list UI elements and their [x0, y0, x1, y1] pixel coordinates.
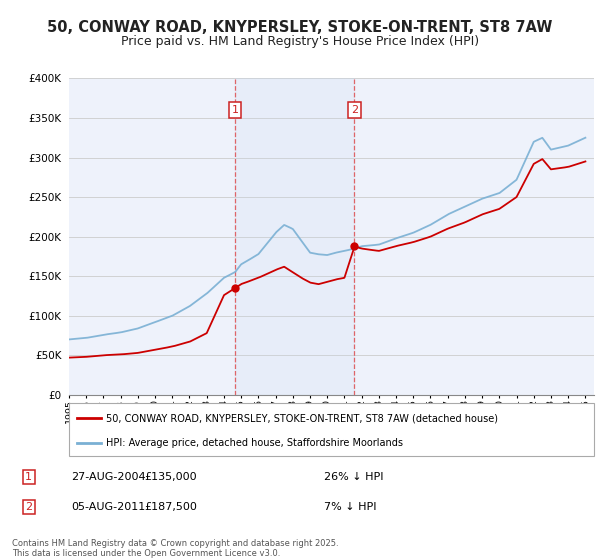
Text: Contains HM Land Registry data © Crown copyright and database right 2025.
This d: Contains HM Land Registry data © Crown c…	[12, 539, 338, 558]
Text: 27-AUG-2004: 27-AUG-2004	[71, 472, 145, 482]
Text: 50, CONWAY ROAD, KNYPERSLEY, STOKE-ON-TRENT, ST8 7AW (detached house): 50, CONWAY ROAD, KNYPERSLEY, STOKE-ON-TR…	[106, 413, 498, 423]
Text: HPI: Average price, detached house, Staffordshire Moorlands: HPI: Average price, detached house, Staf…	[106, 438, 403, 448]
Text: 7% ↓ HPI: 7% ↓ HPI	[324, 502, 377, 512]
Text: 1: 1	[25, 472, 32, 482]
Text: 26% ↓ HPI: 26% ↓ HPI	[324, 472, 383, 482]
Bar	[235, 78, 355, 395]
FancyBboxPatch shape	[69, 403, 594, 456]
Text: 50, CONWAY ROAD, KNYPERSLEY, STOKE-ON-TRENT, ST8 7AW: 50, CONWAY ROAD, KNYPERSLEY, STOKE-ON-TR…	[47, 20, 553, 35]
Text: £135,000: £135,000	[144, 472, 197, 482]
Text: 2: 2	[351, 105, 358, 115]
Text: 05-AUG-2011: 05-AUG-2011	[71, 502, 145, 512]
Text: 2: 2	[25, 502, 32, 512]
Text: £187,500: £187,500	[144, 502, 197, 512]
Text: 1: 1	[232, 105, 239, 115]
Text: Price paid vs. HM Land Registry's House Price Index (HPI): Price paid vs. HM Land Registry's House …	[121, 35, 479, 48]
